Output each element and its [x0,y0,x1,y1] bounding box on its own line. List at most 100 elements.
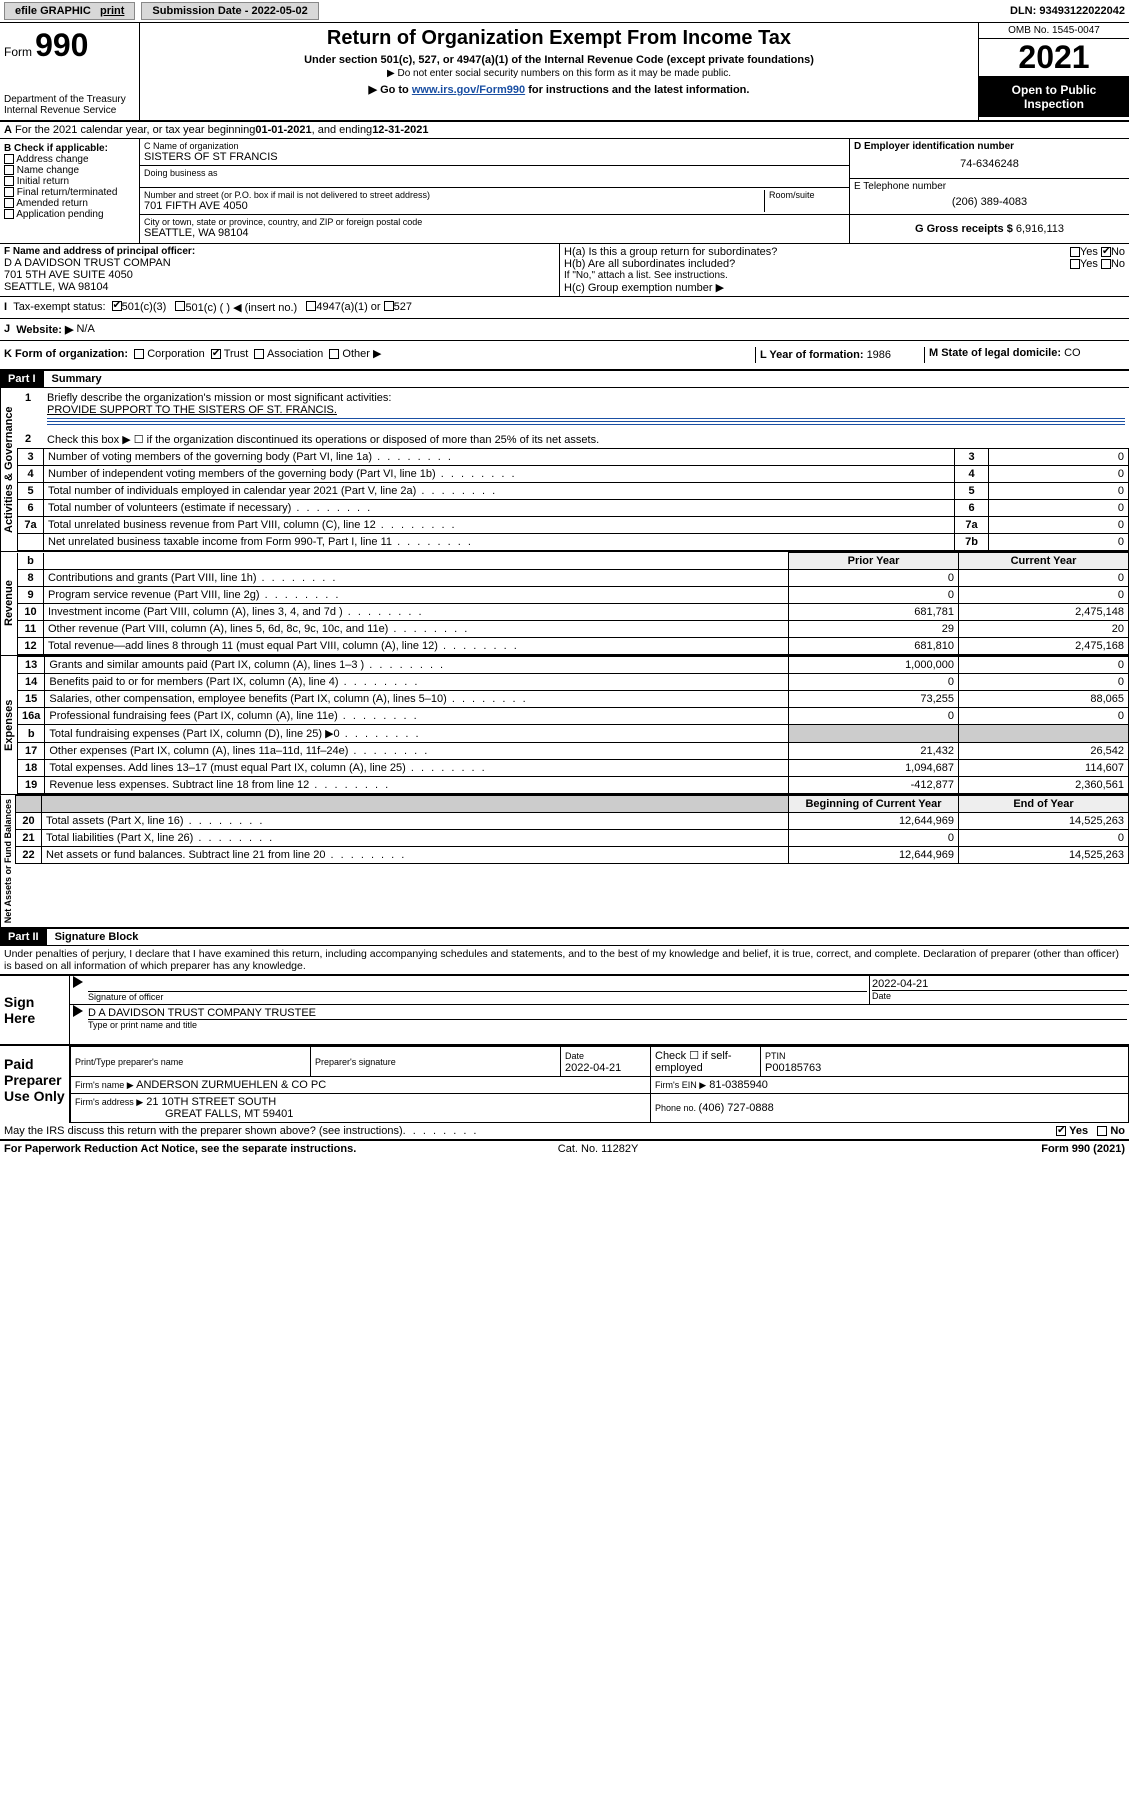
current-value: 0 [959,587,1129,604]
line-box: 6 [955,500,989,517]
col-b-label: B Check if applicable: [4,143,135,154]
header-right: OMB No. 1545-0047 2021 Open to Public In… [979,23,1129,120]
line-desc: Program service revenue (Part VIII, line… [44,587,789,604]
discuss-question: May the IRS discuss this return with the… [4,1125,403,1137]
k-checkbox-2[interactable] [254,349,264,359]
firm-name-value: ANDERSON ZURMUEHLEN & CO PC [136,1079,326,1091]
colb-item-label: Initial return [17,176,69,187]
line-box: 7b [955,534,989,551]
col-d: D Employer identification number 74-6346… [849,139,1129,243]
org-name-row: C Name of organization SISTERS OF ST FRA… [140,139,849,166]
q2-row: 2 Check this box ▶ ☐ if the organization… [17,429,1129,448]
colb-item-label: Name change [17,165,79,176]
line-a-begin: 01-01-2021 [255,124,311,136]
line-desc: Net unrelated business taxable income fr… [44,534,955,551]
discuss-yes-checkbox[interactable] [1056,1126,1066,1136]
efile-label: efile GRAPHIC [15,5,91,17]
part2-header: Part II Signature Block [0,928,1129,946]
line-value: 0 [989,466,1129,483]
sign-here-label: Sign Here [0,976,70,1044]
q1-row: 1 Briefly describe the organization's mi… [17,388,1129,429]
i-501c-checkbox[interactable] [175,301,185,311]
colb-checkbox-2[interactable] [4,176,14,186]
hb-yes-checkbox[interactable] [1070,259,1080,269]
line-desc: Other revenue (Part VIII, column (A), li… [44,621,789,638]
colb-checkbox-0[interactable] [4,154,14,164]
k-opt-label: Other ▶ [342,348,381,360]
discuss-no-checkbox[interactable] [1097,1126,1107,1136]
ha-yes-checkbox[interactable] [1070,247,1080,257]
prior-value: 1,000,000 [789,657,959,674]
firm-ein-value: 81-0385940 [709,1079,768,1091]
prior-value: 681,810 [789,638,959,655]
line-number: 18 [18,760,45,777]
i-501c3-checkbox[interactable] [112,301,122,311]
paid-preparer-label: Paid Preparer Use Only [0,1046,70,1123]
spacer [44,553,789,570]
tel-value: (206) 389-4083 [854,192,1125,212]
gross-label: G Gross receipts $ [915,223,1016,235]
current-value: 0 [959,830,1129,847]
part2-tag: Part II [0,929,47,945]
ha-no-checkbox[interactable] [1101,247,1111,257]
colb-checkbox-3[interactable] [4,187,14,197]
hb-no-checkbox[interactable] [1101,259,1111,269]
col-header-prior: Prior Year [789,553,959,570]
prior-value: 12,644,969 [789,813,959,830]
i-o4: 527 [394,301,412,314]
current-value: 26,542 [959,743,1129,760]
irs-label: Internal Revenue Service [4,105,135,116]
revenue-side-label: Revenue [0,552,17,655]
form-footer-label: Form 990 (2021) [1041,1143,1125,1155]
firm-name-label: Firm's name ▶ [75,1080,134,1090]
q2-text: Check this box ▶ ☐ if the organization d… [47,434,599,446]
k-checkbox-1[interactable] [211,349,221,359]
sig-officer-label: Signature of officer [88,992,867,1002]
revenue-section: Revenue b Prior Year Current Year 8 Cont… [0,552,1129,656]
colb-checkbox-5[interactable] [4,209,14,219]
line-number: 8 [18,570,44,587]
ptin-value: P00185763 [765,1062,821,1074]
i-4947-checkbox[interactable] [306,301,316,311]
colb-checkbox-4[interactable] [4,198,14,208]
k-checkbox-3[interactable] [329,349,339,359]
line-number: 14 [18,674,45,691]
line-a: A For the 2021 calendar year, or tax yea… [0,122,1129,139]
cat-no: Cat. No. 11282Y [558,1143,639,1155]
prior-value: 21,432 [789,743,959,760]
q1-num: 1 [25,392,31,404]
colb-checkbox-1[interactable] [4,165,14,175]
discuss-no: No [1110,1125,1125,1137]
line-number: 6 [18,500,44,517]
prep-sig-label: Preparer's signature [315,1057,396,1067]
dln-label: DLN: [1010,5,1039,17]
l-label: L Year of formation: [760,349,867,361]
header-left: Form 990 Department of the Treasury Inte… [0,23,140,120]
form990-link[interactable]: www.irs.gov/Form990 [412,84,525,96]
line-desc: Salaries, other compensation, employee b… [45,691,789,708]
header-center: Return of Organization Exempt From Incom… [140,23,979,120]
k-checkbox-0[interactable] [134,349,144,359]
part1-tag: Part I [0,371,44,387]
q1-text: Briefly describe the organization's miss… [47,392,391,404]
firm-ein-label: Firm's EIN ▶ [655,1080,706,1090]
k-label: K Form of organization: [4,348,128,360]
efile-print-button[interactable]: efile GRAPHIC print [4,2,135,20]
current-value: 2,360,561 [959,777,1129,794]
city-label: City or town, state or province, country… [144,217,845,227]
org-name-value: SISTERS OF ST FRANCIS [144,151,845,163]
current-value: 20 [959,621,1129,638]
dln-value: 93493122022042 [1039,5,1125,17]
line-desc: Number of independent voting members of … [44,466,955,483]
current-value: 0 [959,674,1129,691]
q2-num: 2 [25,433,31,445]
line-box: 5 [955,483,989,500]
addr-label: Number and street (or P.O. box if mail i… [144,190,760,200]
current-value: 88,065 [959,691,1129,708]
sub3-pre: ▶ Go to [369,84,412,96]
line-value: 0 [989,449,1129,466]
row-i: I Tax-exempt status: 501(c)(3) 501(c) ( … [0,297,1129,319]
gross-row: G Gross receipts $ 6,916,113 [850,215,1129,243]
form-subtitle-1: Under section 501(c), 527, or 4947(a)(1)… [148,54,970,66]
i-527-checkbox[interactable] [384,301,394,311]
